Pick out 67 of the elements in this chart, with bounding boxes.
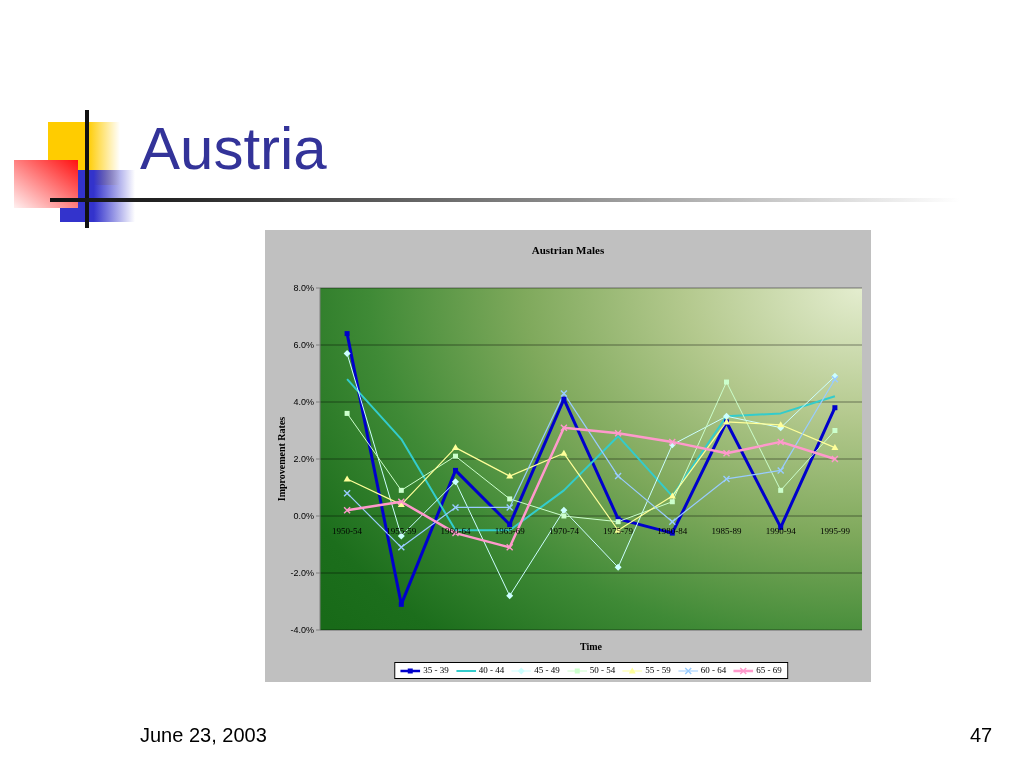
y-tick-label: 2.0% (293, 454, 314, 465)
point (614, 563, 622, 571)
legend-label: 65 - 69 (756, 665, 782, 676)
point (560, 423, 568, 432)
point (506, 503, 514, 512)
point (343, 506, 351, 514)
point (723, 412, 730, 420)
legend-label: 50 - 54 (589, 665, 616, 676)
point (669, 499, 675, 505)
point (398, 601, 404, 607)
point (777, 466, 785, 475)
point (343, 489, 351, 497)
point (397, 543, 405, 552)
y-axis-title: Improvement Rates (276, 416, 288, 502)
x-tick-label: 1995-99 (819, 526, 851, 536)
point (832, 405, 838, 411)
y-tick-label: -4.0% (290, 625, 314, 636)
point (724, 379, 729, 385)
point (344, 410, 350, 416)
point (343, 350, 351, 358)
point (614, 472, 622, 480)
legend-label: 40 - 44 (478, 665, 505, 676)
point (506, 592, 514, 600)
point (453, 467, 458, 473)
point (507, 496, 513, 502)
point (344, 331, 350, 337)
x-tick-label: 1970-74 (548, 526, 580, 536)
point (668, 492, 676, 499)
point (398, 487, 404, 493)
point (831, 455, 839, 463)
point (722, 475, 731, 483)
x-tick-label: 1950-54 (332, 526, 363, 536)
point (561, 513, 567, 519)
point (453, 453, 458, 459)
point (506, 543, 514, 552)
legend-label: 35 - 39 (423, 665, 449, 676)
point (778, 487, 784, 493)
point (452, 478, 459, 486)
y-tick-label: 0.0% (293, 511, 314, 522)
legend-label: 60 - 64 (700, 665, 727, 676)
point (451, 503, 460, 512)
point (560, 389, 568, 398)
point (452, 444, 459, 451)
point (831, 444, 839, 451)
point (560, 506, 568, 514)
x-tick-label: 1985-89 (711, 526, 742, 536)
point (777, 438, 785, 446)
x-tick-label: 1975-79 (603, 526, 634, 536)
chart-title: Austria (140, 115, 327, 182)
point (614, 429, 622, 438)
point (506, 472, 514, 479)
point (777, 421, 785, 428)
x-tick-label: 1990-94 (765, 526, 797, 536)
x-axis-title: Time (579, 641, 603, 653)
y-tick-label: 6.0% (293, 340, 314, 351)
y-tick-label: 4.0% (293, 397, 314, 408)
point (560, 449, 568, 456)
point (722, 449, 731, 457)
text: June 23, 2003 (140, 724, 267, 746)
y-tick-label: 8.0% (293, 283, 314, 294)
text: 47 (970, 724, 993, 746)
legend-label: 55 - 59 (645, 665, 671, 676)
legend-label: 45 - 49 (534, 665, 560, 676)
point (832, 428, 838, 433)
y-tick-label: -2.0% (290, 568, 314, 579)
chart-subtitle: Austrian Males (530, 244, 606, 257)
point (561, 396, 567, 402)
